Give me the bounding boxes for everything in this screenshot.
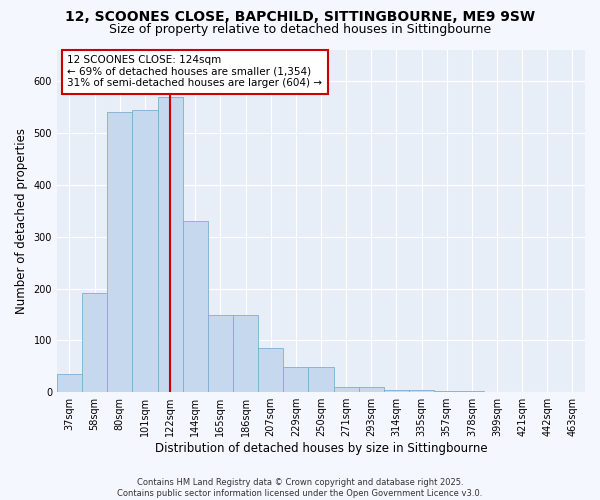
Bar: [459, 391, 484, 392]
Bar: [334, 387, 359, 392]
Bar: [283, 368, 308, 392]
Text: 12 SCOONES CLOSE: 124sqm
← 69% of detached houses are smaller (1,354)
31% of sem: 12 SCOONES CLOSE: 124sqm ← 69% of detach…: [67, 55, 322, 88]
Bar: [57, 374, 82, 392]
Bar: [158, 96, 182, 392]
Bar: [359, 387, 384, 392]
Y-axis label: Number of detached properties: Number of detached properties: [15, 128, 28, 314]
Bar: [208, 316, 233, 392]
X-axis label: Distribution of detached houses by size in Sittingbourne: Distribution of detached houses by size …: [155, 442, 487, 455]
Bar: [308, 368, 334, 392]
Bar: [82, 292, 107, 392]
Bar: [384, 390, 409, 392]
Bar: [107, 112, 133, 392]
Bar: [434, 391, 459, 392]
Text: 12, SCOONES CLOSE, BAPCHILD, SITTINGBOURNE, ME9 9SW: 12, SCOONES CLOSE, BAPCHILD, SITTINGBOUR…: [65, 10, 535, 24]
Bar: [133, 110, 158, 392]
Bar: [409, 390, 434, 392]
Text: Size of property relative to detached houses in Sittingbourne: Size of property relative to detached ho…: [109, 22, 491, 36]
Bar: [233, 316, 258, 392]
Bar: [258, 348, 283, 392]
Text: Contains HM Land Registry data © Crown copyright and database right 2025.
Contai: Contains HM Land Registry data © Crown c…: [118, 478, 482, 498]
Bar: [182, 221, 208, 392]
